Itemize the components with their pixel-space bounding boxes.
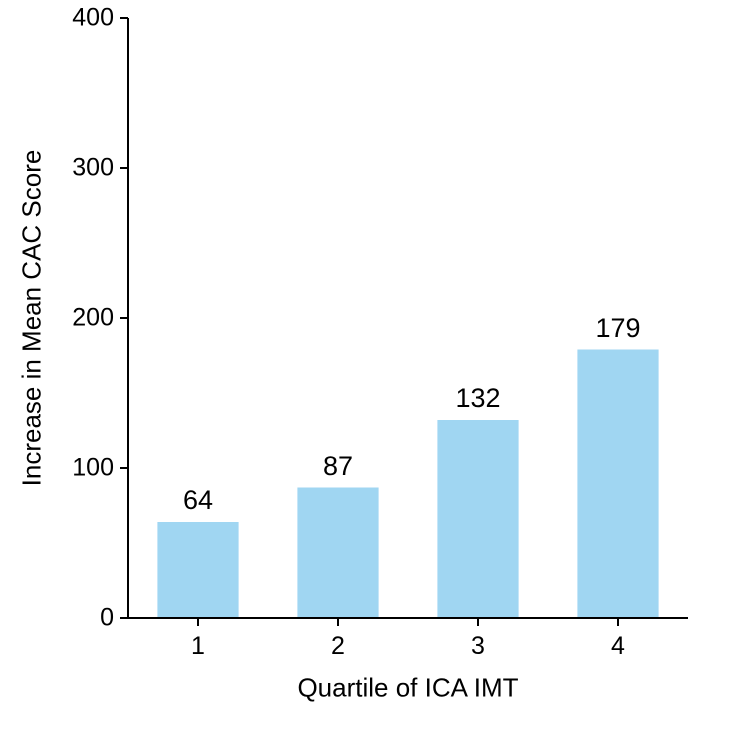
bar [577, 350, 658, 619]
x-tick-label: 1 [191, 632, 205, 661]
y-tick-label: 300 [72, 154, 114, 183]
x-tick-label: 2 [331, 632, 345, 661]
bar-value-label: 179 [595, 313, 640, 344]
x-tick-label: 4 [611, 632, 625, 661]
y-tick-label: 100 [72, 454, 114, 483]
bar [297, 488, 378, 619]
bar [437, 420, 518, 618]
x-tick-label: 3 [471, 632, 485, 661]
x-axis-label: Quartile of ICA IMT [297, 673, 518, 704]
bar-value-label: 64 [183, 485, 213, 516]
y-tick-label: 200 [72, 304, 114, 333]
bar-value-label: 132 [455, 383, 500, 414]
y-axis-label: Increase in Mean CAC Score [17, 150, 48, 487]
bar-chart: 0 100 200 300 400 1 2 3 4 64 87 132 179 Increase in M… [0, 0, 731, 738]
y-tick-label: 400 [72, 4, 114, 33]
y-tick-label: 0 [100, 604, 114, 633]
bar [157, 522, 238, 618]
bar-value-label: 87 [323, 451, 353, 482]
